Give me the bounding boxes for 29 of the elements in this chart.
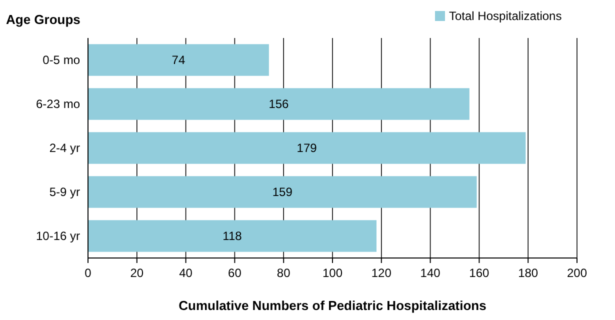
bar <box>88 44 269 76</box>
x-tick-label: 100 <box>322 266 343 280</box>
y-tick-label: 10-16 yr <box>36 229 80 244</box>
data-label: 74 <box>172 53 186 68</box>
y-tick-label: 5-9 yr <box>49 185 80 200</box>
y-tick-label: 2-4 yr <box>49 141 80 156</box>
x-tick-label: 180 <box>518 266 538 280</box>
x-tick-label: 20 <box>130 266 144 280</box>
x-tick-label: 0 <box>84 266 92 280</box>
data-label: 156 <box>268 97 290 112</box>
data-label: 159 <box>272 185 293 200</box>
x-axis-title: Cumulative Numbers of Pediatric Hospitalizations <box>178 298 486 313</box>
x-tick-label: 160 <box>469 266 490 280</box>
y-axis-title: Age Groups <box>6 12 80 27</box>
x-tick-label: 60 <box>228 266 242 280</box>
x-tick-label: 200 <box>566 266 588 280</box>
x-tick-label: 80 <box>276 266 291 280</box>
bar <box>88 220 377 252</box>
bar <box>88 132 526 164</box>
x-tick-label: 120 <box>371 266 392 280</box>
x-tick-label: 140 <box>420 266 441 280</box>
legend-label: Total Hospitalizations <box>449 9 562 23</box>
y-tick-label: 0-5 mo <box>42 53 80 68</box>
data-label: 118 <box>222 229 242 244</box>
data-label: 179 <box>296 141 318 156</box>
bar <box>88 176 477 208</box>
x-tick-label: 40 <box>179 266 193 280</box>
y-tick-label: 6-23 mo <box>36 97 80 112</box>
bar <box>88 88 470 120</box>
